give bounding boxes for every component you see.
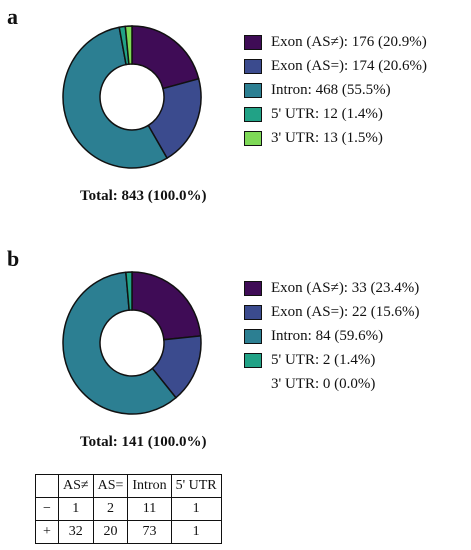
slice-exon-as-neq (131, 25, 200, 90)
legend-label: Intron: 84 (59.6%) (271, 327, 384, 344)
legend-label: 3' UTR: 13 (1.5%) (271, 129, 383, 146)
slice-3utr (124, 25, 133, 65)
legend-swatch (244, 377, 262, 392)
table-cell: 1 (170, 520, 222, 544)
table-cell: − (35, 497, 59, 521)
panel-label-a: a (7, 4, 18, 29)
legend-label: Exon (AS≠): 33 (23.4%) (271, 279, 420, 296)
table-row: − 1 2 11 1 (35, 497, 222, 521)
table-cell: 1 (58, 497, 94, 521)
legend-swatch (244, 106, 262, 122)
legend-item: Exon (AS=): 22 (15.6%) (244, 302, 419, 322)
table-cell: + (35, 520, 59, 544)
panel-label-b: b (7, 246, 20, 271)
slice-exon-as-neq (131, 271, 202, 341)
legend-swatch (244, 130, 262, 146)
total-label-b: Total: 141 (100.0%) (80, 434, 207, 450)
legend-swatch (244, 34, 262, 50)
legend-swatch (244, 82, 262, 98)
legend-label: Exon (AS≠): 176 (20.9%) (271, 33, 427, 50)
table-header-cell: AS= (92, 474, 129, 498)
legend-item: 5' UTR: 2 (1.4%) (244, 350, 375, 370)
legend-item: Exon (AS≠): 33 (23.4%) (244, 278, 419, 298)
legend-item: Intron: 84 (59.6%) (244, 326, 383, 346)
table-cell: 1 (170, 497, 222, 521)
legend-swatch (244, 352, 262, 368)
legend-item: 3' UTR: 13 (1.5%) (244, 128, 383, 148)
total-label-a: Total: 843 (100.0%) (80, 188, 207, 204)
table-cell: 73 (127, 520, 172, 544)
legend-label: 3' UTR: 0 (0.0%) (271, 375, 376, 392)
legend-item: Intron: 468 (55.5%) (244, 80, 391, 100)
table-header-row: AS≠ AS= Intron 5' UTR (35, 474, 222, 498)
legend-item: Exon (AS≠): 176 (20.9%) (244, 32, 427, 52)
donut-chart-b (62, 271, 202, 415)
table-cell: 2 (92, 497, 129, 521)
legend-swatch (244, 280, 262, 296)
donut-chart-a (62, 25, 202, 169)
legend-item: Exon (AS=): 174 (20.6%) (244, 56, 427, 76)
slice-5utr (125, 271, 133, 311)
slice-intron (62, 26, 169, 169)
legend-swatch (244, 328, 262, 344)
legend-swatch (244, 304, 262, 320)
legend-item: 3' UTR: 0 (0.0%) (244, 374, 375, 394)
table-cell: 20 (92, 520, 129, 544)
table-cell: 11 (127, 497, 172, 521)
table-header-cell (35, 474, 59, 498)
table-header-cell: Intron (127, 474, 172, 498)
legend-label: Intron: 468 (55.5%) (271, 81, 391, 98)
legend-label: 5' UTR: 12 (1.4%) (271, 105, 383, 122)
slice-intron (62, 271, 178, 415)
legend-swatch (244, 58, 262, 74)
legend-label: Exon (AS=): 22 (15.6%) (271, 303, 420, 320)
legend-label: 5' UTR: 2 (1.4%) (271, 351, 376, 368)
table-cell: 32 (58, 520, 94, 544)
slice-exon-as-eq (147, 77, 202, 160)
table-header-cell: 5' UTR (170, 474, 222, 498)
table-header-cell: AS≠ (58, 474, 94, 498)
legend-label: Exon (AS=): 174 (20.6%) (271, 57, 427, 74)
legend-item: 5' UTR: 12 (1.4%) (244, 104, 383, 124)
table-row: + 32 20 73 1 (35, 520, 222, 544)
counts-table: AS≠ AS= Intron 5' UTR − 1 2 11 1 + 32 20… (35, 474, 222, 544)
